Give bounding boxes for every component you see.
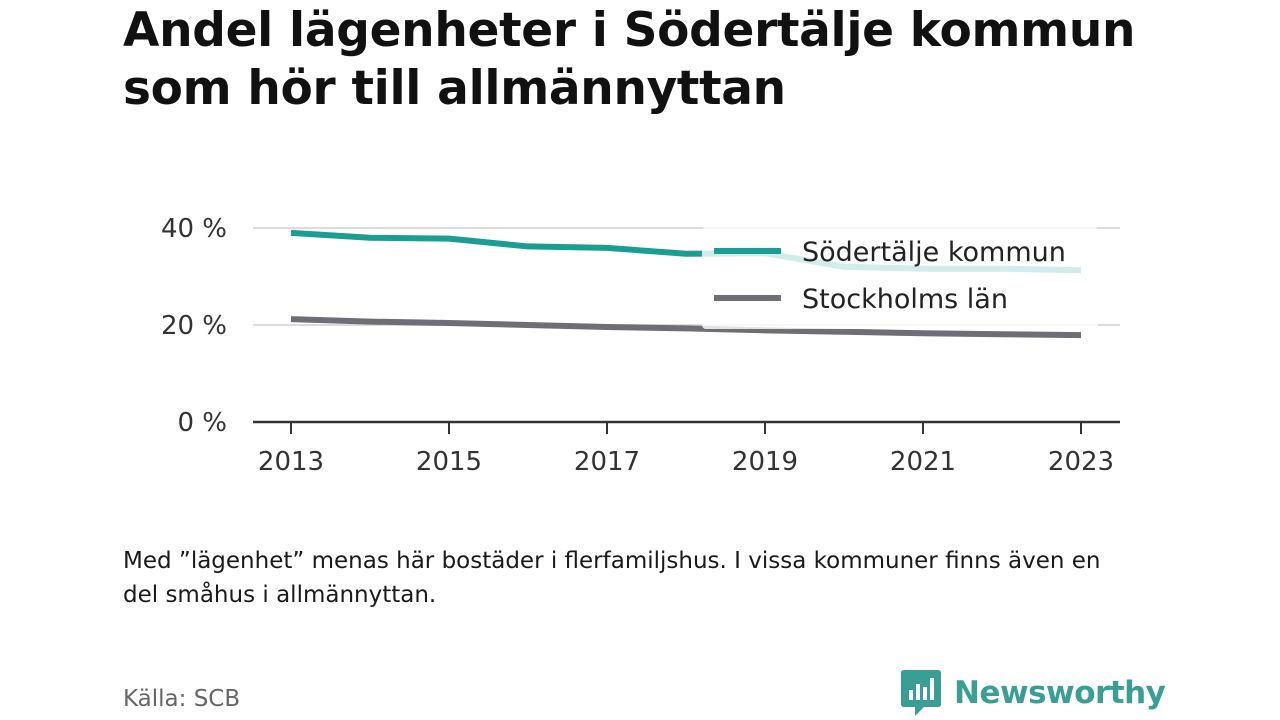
y-axis-ticks: 0 % 20 % 40 % bbox=[161, 214, 227, 438]
source-label: Källa: SCB bbox=[123, 686, 241, 712]
x-tick-label: 2017 bbox=[574, 447, 640, 477]
x-tick-label: 2019 bbox=[732, 447, 798, 477]
x-tick-label: 2015 bbox=[416, 447, 482, 477]
footnote: Med ”lägenhet” menas här bostäder i fler… bbox=[123, 548, 1101, 608]
line-chart: 0 % 20 % 40 % 2013 2015 2017 2019 2021 2023 Söd… bbox=[161, 214, 1120, 477]
x-tick-label: 2021 bbox=[890, 447, 956, 477]
legend-box bbox=[702, 227, 1098, 329]
y-tick-label: 20 % bbox=[161, 311, 227, 341]
x-tick-label: 2013 bbox=[258, 447, 324, 477]
x-tick-label: 2023 bbox=[1048, 447, 1114, 477]
newsworthy-logo-text: Newsworthy bbox=[954, 675, 1166, 711]
y-tick-label: 0 % bbox=[177, 408, 227, 438]
chart-title: Andel lägenheter i Södertälje kommun som… bbox=[123, 3, 1136, 116]
x-axis: 2013 2015 2017 2019 2021 2023 bbox=[253, 420, 1120, 477]
legend-label: Stockholms län bbox=[802, 284, 1008, 315]
newsworthy-logo-icon bbox=[901, 670, 941, 716]
legend: Södertälje kommun Stockholms län bbox=[702, 227, 1098, 329]
newsworthy-logo: Newsworthy bbox=[900, 668, 1166, 718]
y-tick-label: 40 % bbox=[161, 214, 227, 244]
legend-label: Södertälje kommun bbox=[802, 237, 1066, 268]
